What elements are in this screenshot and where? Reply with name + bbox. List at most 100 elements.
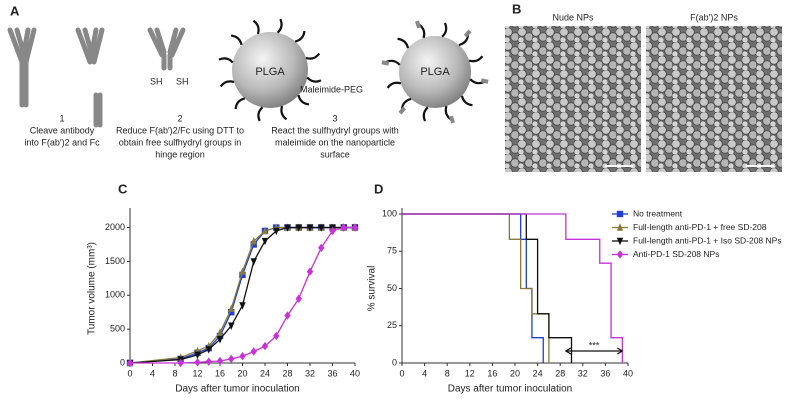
charts: C0 4 8 12 16 20 24 28 32 36 400500100015002000Days…	[87, 181, 782, 394]
fab-fragment	[414, 20, 422, 29]
x-tick-label: 32	[305, 368, 315, 378]
peg-chain	[252, 19, 260, 35]
y-axis-title: % survival	[367, 266, 378, 312]
y-tick-label: 0	[392, 357, 397, 367]
marker	[261, 341, 269, 351]
x-tick-label: 24	[260, 368, 270, 378]
marker	[239, 302, 246, 310]
peg-chain	[294, 30, 306, 43]
marker	[340, 223, 347, 232]
marker	[250, 258, 257, 266]
peg-chain	[234, 97, 246, 110]
marker	[318, 243, 325, 253]
marker	[205, 357, 212, 366]
marker	[273, 331, 280, 341]
x-tick-label: 20	[237, 368, 247, 378]
x-tick-label: 36	[600, 368, 610, 378]
step-text: hinge region	[155, 149, 205, 159]
marker	[228, 354, 235, 364]
marker	[250, 236, 257, 245]
annotation-arrow	[564, 347, 624, 355]
x-tick-label: 32	[578, 368, 588, 378]
x-tick-label: 8	[445, 368, 450, 378]
marker	[216, 336, 224, 344]
x-axis-title: Days after tumor inoculation	[175, 384, 300, 395]
step-number: 2	[177, 113, 182, 123]
y-tick-label: 75	[387, 246, 397, 256]
y-tick-label: 50	[387, 283, 397, 293]
marker	[306, 224, 314, 232]
nanoparticle	[399, 36, 471, 108]
panel-label: C	[118, 181, 128, 196]
x-tick-label: 20	[510, 368, 520, 378]
peg-chains	[218, 18, 489, 124]
peg-chain	[257, 106, 264, 122]
legend-marker	[616, 210, 624, 218]
marker	[228, 304, 235, 313]
marker	[239, 271, 246, 279]
fab-fragment	[480, 78, 489, 84]
peg-chain	[468, 55, 484, 63]
legend-marker	[616, 250, 624, 259]
y-tick-label: 1500	[105, 256, 125, 266]
scale-bar	[605, 165, 633, 167]
marker	[306, 267, 314, 276]
series-line	[402, 213, 623, 363]
peg-chain	[230, 34, 243, 46]
steps: 1 Cleave antibody into F(ab′)2 and Fc 2 Redu…	[24, 113, 398, 159]
marker	[261, 226, 269, 235]
peg-chain	[276, 18, 283, 34]
peg-chain	[460, 95, 473, 107]
image-title: F(ab′)2 NPs	[690, 12, 738, 22]
nanoparticle	[232, 32, 308, 108]
y-tick-label: 500	[110, 324, 125, 334]
marker	[318, 224, 325, 232]
y-tick-label: 0	[120, 357, 125, 367]
sh-label: SH	[150, 76, 163, 86]
peg-chain	[297, 94, 310, 106]
marker	[216, 328, 224, 336]
x-tick-label: 0	[399, 368, 404, 378]
step-text: React the sulfhydryl groups with	[271, 125, 399, 135]
sem-image	[505, 26, 641, 172]
marker	[329, 226, 336, 236]
marker	[250, 241, 257, 248]
step-number: 1	[59, 113, 64, 123]
fab-fragment	[448, 115, 456, 124]
marker	[194, 358, 201, 367]
scale-bar	[746, 165, 774, 167]
x-tick-label: 0	[127, 368, 132, 378]
marker	[205, 346, 212, 354]
image-title: Nude NPs	[552, 12, 594, 22]
peg-chain	[386, 81, 402, 89]
peg-chain	[280, 105, 288, 121]
step-number: 3	[332, 113, 337, 123]
panel-label: B	[512, 1, 521, 16]
marker	[295, 224, 302, 232]
y-tick-label: 100	[382, 208, 397, 218]
panel-label: D	[374, 181, 383, 196]
marker	[261, 237, 269, 246]
step-text: into F(ab′)2 and Fc	[24, 137, 100, 147]
y-axis-title: Tumor volume (mm³)	[87, 242, 98, 335]
peg-chain	[397, 37, 410, 49]
marker	[216, 332, 224, 340]
marker	[194, 351, 201, 360]
linker-label: Maleimide-PEG	[300, 84, 363, 94]
marker	[250, 347, 257, 356]
sem-image	[646, 26, 782, 172]
marker	[126, 358, 134, 368]
marker	[273, 227, 280, 236]
x-tick-label: 12	[192, 368, 202, 378]
x-tick-label: 40	[350, 368, 360, 378]
legend-label: Full-length anti-PD-1 + Iso SD-208 NPs	[633, 235, 782, 245]
x-tick-label: 24	[533, 368, 543, 378]
peg-chain	[305, 52, 321, 60]
x-tick-label: 16	[487, 368, 497, 378]
marker	[239, 352, 246, 361]
panel-label: A	[10, 3, 20, 18]
annotation: ***	[589, 340, 600, 350]
legend-label: No treatment	[633, 208, 683, 218]
y-tick-label: 2000	[105, 222, 125, 232]
